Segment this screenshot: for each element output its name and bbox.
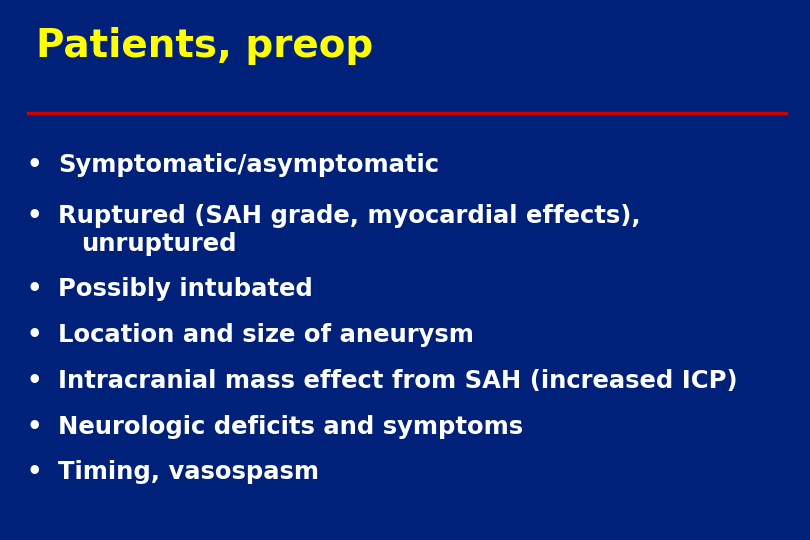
Text: Timing, vasospasm: Timing, vasospasm <box>58 461 319 484</box>
Text: •: • <box>26 415 42 438</box>
Text: •: • <box>26 461 42 484</box>
Text: •: • <box>26 204 42 228</box>
Text: Possibly intubated: Possibly intubated <box>58 277 313 301</box>
Text: Intracranial mass effect from SAH (increased ICP): Intracranial mass effect from SAH (incre… <box>58 369 738 393</box>
Text: Location and size of aneurysm: Location and size of aneurysm <box>58 323 474 347</box>
Text: unruptured: unruptured <box>81 232 237 256</box>
Text: Symptomatic/asymptomatic: Symptomatic/asymptomatic <box>58 153 439 177</box>
Text: Neurologic deficits and symptoms: Neurologic deficits and symptoms <box>58 415 523 438</box>
Text: •: • <box>26 323 42 347</box>
Text: •: • <box>26 369 42 393</box>
Text: •: • <box>26 153 42 177</box>
Text: •: • <box>26 277 42 301</box>
Text: Ruptured (SAH grade, myocardial effects),: Ruptured (SAH grade, myocardial effects)… <box>58 204 641 228</box>
Text: Patients, preop: Patients, preop <box>36 27 373 65</box>
